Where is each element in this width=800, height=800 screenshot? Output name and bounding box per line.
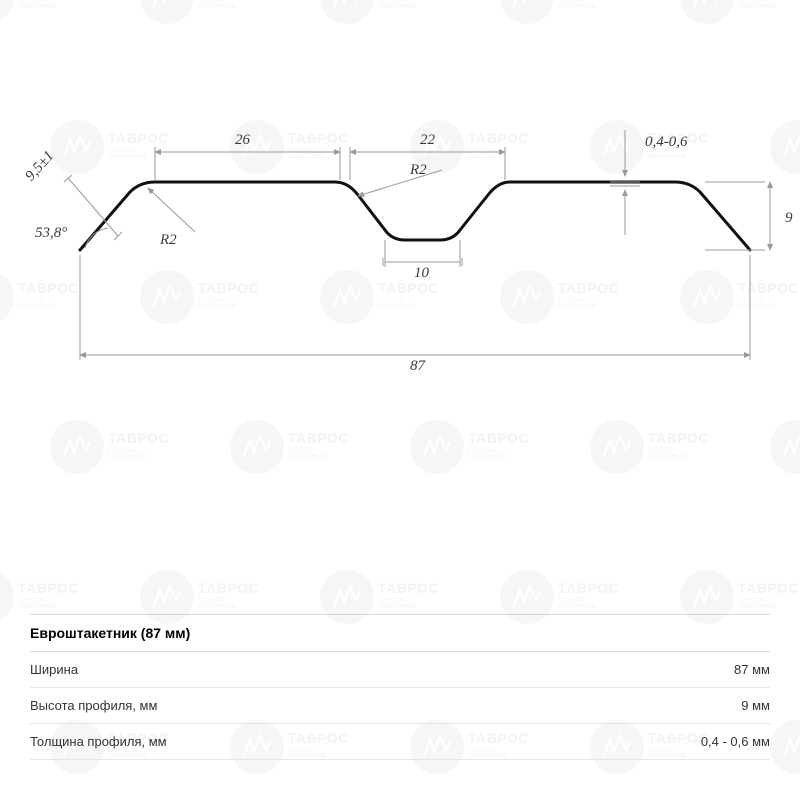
profile-svg (40, 120, 800, 380)
spec-label: Высота профиля, мм (30, 698, 157, 713)
dim-r-left: R2 (160, 232, 177, 249)
spec-label: Толщина профиля, мм (30, 734, 167, 749)
dim-seg2: 22 (420, 132, 435, 149)
technical-drawing: 26 22 0,4-0,6 9,5±1 53,8° R2 R2 10 9 87 (40, 120, 760, 380)
dim-seg1: 26 (235, 132, 250, 149)
watermark: ТАВРОСГРУППА КОМПАНИЙ (320, 0, 384, 34)
spec-row: Толщина профиля, мм 0,4 - 0,6 мм (30, 724, 770, 760)
spec-value: 87 мм (734, 662, 770, 677)
dim-overall: 87 (410, 358, 425, 375)
spec-title: Евроштакетник (87 мм) (30, 614, 770, 652)
spec-row: Ширина 87 мм (30, 652, 770, 688)
spec-label: Ширина (30, 662, 78, 677)
spec-table: Евроштакетник (87 мм) Ширина 87 мм Высота … (0, 614, 800, 800)
dim-valley: 10 (414, 265, 429, 282)
watermark: ТАВРОСГРУППА КОМПАНИЙ (230, 420, 294, 484)
dim-r-mid: R2 (410, 162, 427, 179)
watermark: ТАВРОСГРУППА КОМПАНИЙ (0, 0, 24, 34)
watermark: ТАВРОСГРУППА КОМПАНИЙ (0, 270, 24, 334)
dim-right-h: 9 (785, 210, 793, 227)
watermark: ТАВРОСГРУППА КОМПАНИЙ (410, 420, 474, 484)
spec-value: 0,4 - 0,6 мм (701, 734, 770, 749)
watermark: ТАВРОСГРУППА КОМПАНИЙ (50, 420, 114, 484)
dim-thickness: 0,4-0,6 (645, 134, 688, 151)
spec-value: 9 мм (741, 698, 770, 713)
watermark: ТАВРОСГРУППА КОМПАНИЙ (770, 420, 800, 484)
watermark: ТАВРОСГРУППА КОМПАНИЙ (140, 0, 204, 34)
watermark: ТАВРОСГРУППА КОМПАНИЙ (590, 420, 654, 484)
spec-row: Высота профиля, мм 9 мм (30, 688, 770, 724)
watermark: ТАВРОСГРУППА КОМПАНИЙ (500, 0, 564, 34)
dim-angle: 53,8° (35, 225, 67, 242)
watermark: ТАВРОСГРУППА КОМПАНИЙ (680, 0, 744, 34)
